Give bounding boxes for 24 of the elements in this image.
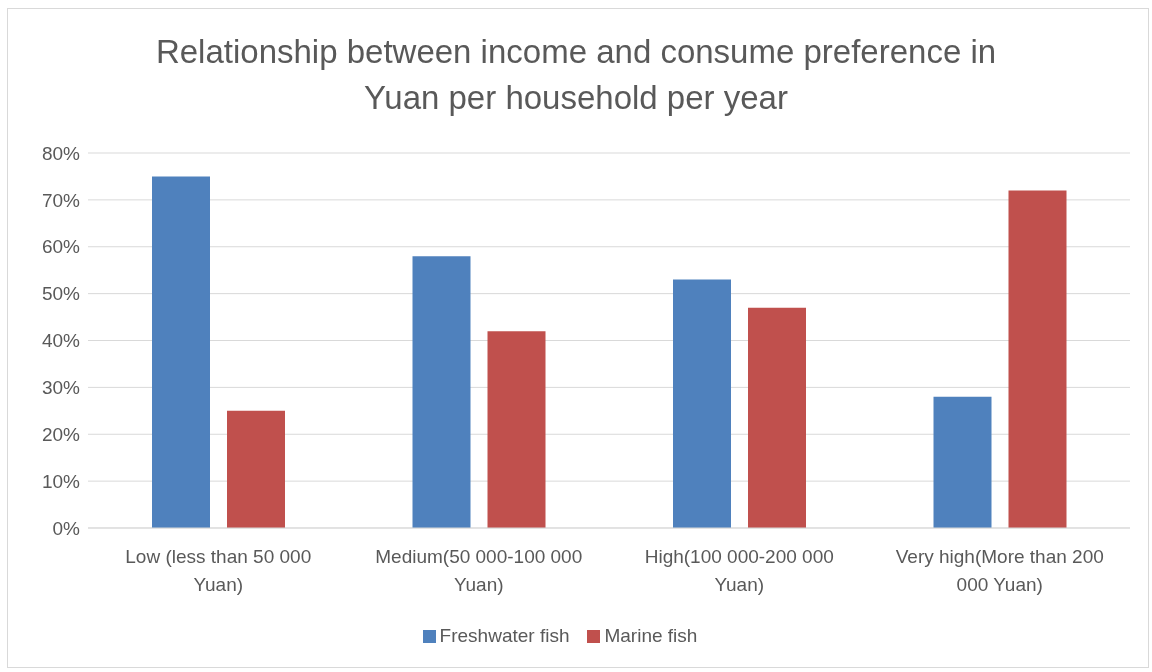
y-tick-label: 30% (41, 377, 81, 399)
y-tick-label: 40% (41, 330, 81, 352)
y-tick-label: 50% (41, 283, 81, 305)
y-tick-label: 10% (41, 470, 81, 492)
x-tick-label: Low (less than 50 000 Yuan) (125, 546, 312, 595)
chart-title: Relationship between income and consume preference in Yuan per household per year (154, 32, 998, 118)
bar (227, 410, 285, 528)
legend-label: Freshwater fish (439, 625, 570, 646)
bar (673, 279, 731, 528)
bar (412, 256, 471, 528)
x-tick-label: Very high(More than 200 000 Yuan) (895, 546, 1104, 595)
bar (933, 396, 992, 528)
bar (152, 176, 210, 528)
y-tick-label: 80% (41, 142, 81, 164)
legend-label: Marine fish (604, 625, 698, 646)
bar (1008, 190, 1067, 528)
bar (748, 307, 806, 528)
y-tick-label: 0% (52, 517, 81, 539)
y-tick-label: 70% (41, 189, 81, 211)
bar (487, 331, 546, 528)
y-tick-label: 20% (41, 423, 81, 445)
y-tick-label: 60% (41, 236, 81, 258)
x-tick-label: Medium(50 000-100 000 Yuan) (375, 546, 583, 595)
x-tick-label: High(100 000-200 000 Yuan) (644, 546, 834, 595)
